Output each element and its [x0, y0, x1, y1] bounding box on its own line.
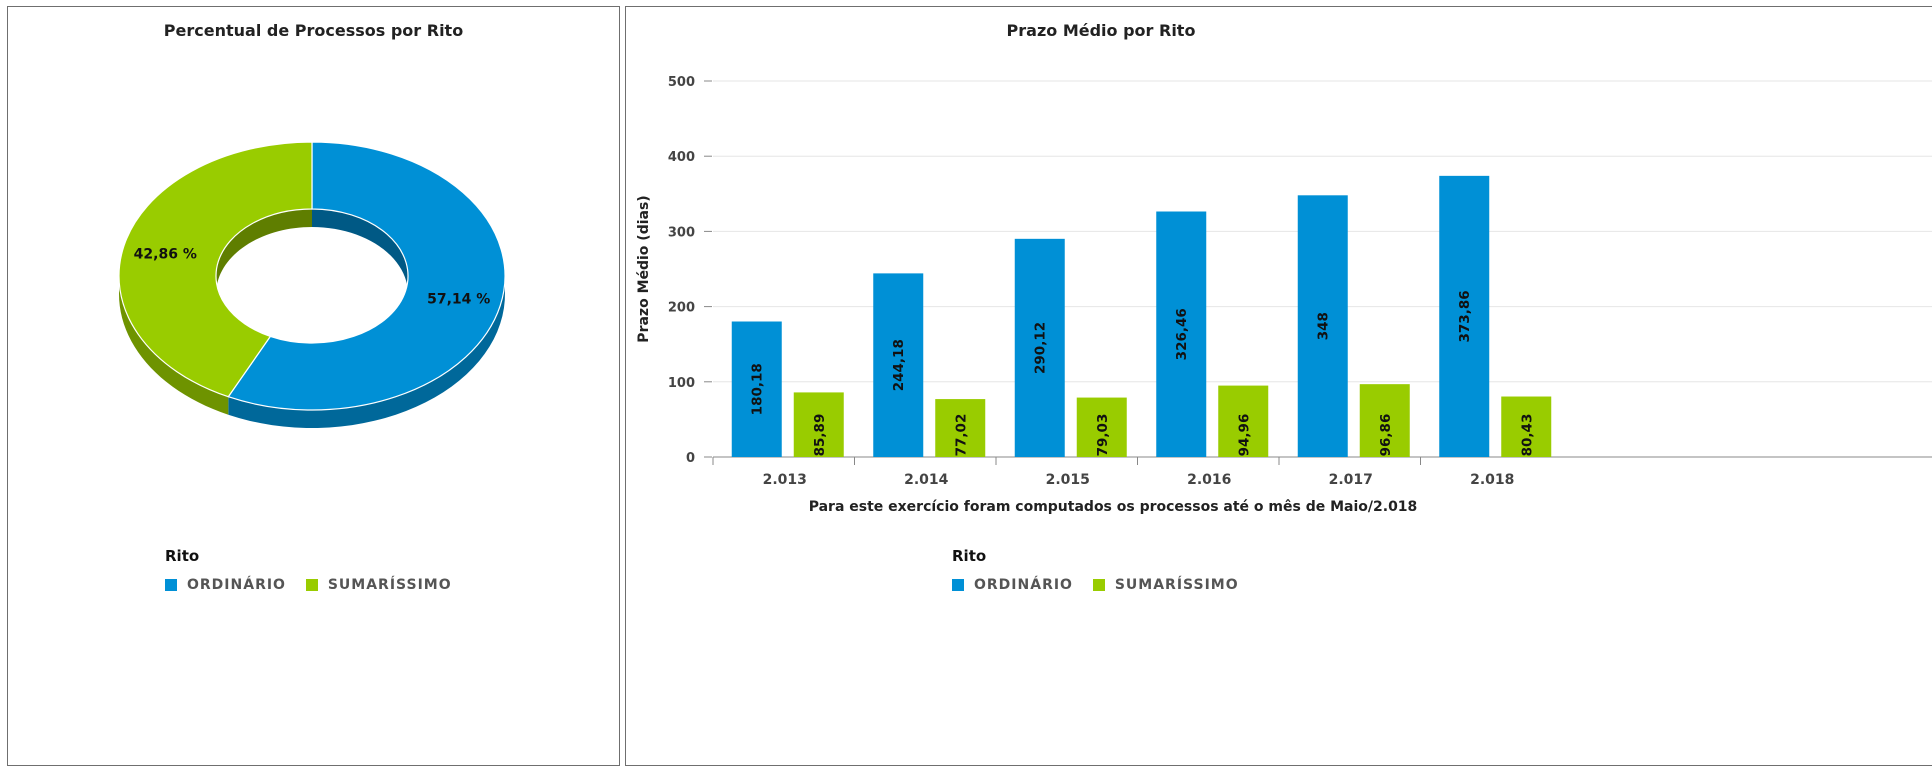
- pie-slice-inner-wall-0: [312, 209, 408, 298]
- bar-label-0-4: 348: [1316, 312, 1332, 340]
- legend-item-sumarissimo[interactable]: SUMARÍSSIMO: [1092, 577, 1239, 593]
- bar-0-2: [1014, 238, 1065, 457]
- pie-slice-wall-0: [228, 273, 505, 428]
- bar-label-1-0: 85,89: [812, 414, 828, 457]
- x-tick-label-3: 2.016: [1187, 472, 1231, 488]
- bar-label-0-5: 373,86: [1457, 290, 1473, 342]
- bar-1-1: [935, 399, 986, 457]
- legend-item-sumarissimo[interactable]: SUMARÍSSIMO: [305, 577, 452, 593]
- pie-slice-wall-1: [119, 270, 229, 415]
- pie-legend: Rito ORDINÁRIO SUMARÍSSIMO: [165, 547, 466, 595]
- legend-title: Rito: [952, 547, 987, 565]
- y-tick-label-1: 100: [668, 376, 695, 391]
- legend-item-ordinario[interactable]: ORDINÁRIO: [165, 577, 286, 593]
- bar-1-4: [1359, 384, 1410, 457]
- pie-slice-0: [227, 141, 506, 411]
- pie-slice-inner-wall-1: [216, 209, 312, 298]
- bar-chart-title: Prazo Médio por Rito: [1006, 21, 1196, 40]
- bar-0-3: [1156, 211, 1207, 457]
- legend-swatch-ordinario: [165, 579, 177, 591]
- legend-label-sumarissimo: SUMARÍSSIMO: [327, 577, 452, 593]
- y-tick-label-2: 200: [668, 301, 695, 316]
- x-tick-label-1: 2.014: [904, 472, 949, 488]
- y-axis-title: Prazo Médio (dias): [636, 195, 652, 342]
- legend-label-ordinario: ORDINÁRIO: [187, 577, 286, 593]
- legend-label-sumarissimo: SUMARÍSSIMO: [1114, 577, 1239, 593]
- bar-label-1-5: 80,43: [1519, 414, 1535, 457]
- legend-swatch-sumarissimo: [1092, 579, 1105, 591]
- pie-chart-panel: Percentual de Processos por Rito 57,14 %…: [7, 6, 620, 766]
- bar-label-0-2: 290,12: [1033, 322, 1049, 374]
- bar-0-1: [873, 273, 924, 457]
- pie-slice-side-0: [228, 273, 505, 428]
- bar-label-1-1: 77,02: [953, 414, 969, 457]
- legend-title: Rito: [165, 547, 200, 565]
- legend-swatch-ordinario: [952, 579, 964, 591]
- pie-chart: 57,14 % 42,86 %: [118, 141, 506, 428]
- pie-slice-side-1: [119, 270, 229, 415]
- pie-chart-title: Percentual de Processos por Rito: [163, 21, 464, 40]
- bar-1-3: [1218, 385, 1269, 457]
- x-tick-label-0: 2.013: [763, 472, 807, 488]
- bar-chart-panel: Prazo Médio por Rito 0 100 200 300 400 500 Pra…: [625, 6, 1932, 766]
- x-tick-label-2: 2.015: [1046, 472, 1090, 488]
- y-tick-label-3: 300: [668, 225, 695, 240]
- x-axis-title: Para este exercício foram computados os …: [809, 499, 1418, 515]
- bar-1-2: [1076, 397, 1127, 457]
- y-tick-label-0: 0: [686, 451, 695, 466]
- legend-item-ordinario[interactable]: ORDINÁRIO: [952, 577, 1073, 593]
- y-tick-label-4: 400: [668, 150, 695, 165]
- bar-label-0-3: 326,46: [1174, 308, 1190, 360]
- bar-0-4: [1297, 195, 1348, 457]
- y-tick-label-5: 500: [668, 75, 695, 90]
- x-tick-label-5: 2.018: [1470, 472, 1514, 488]
- bar-0-5: [1439, 175, 1490, 457]
- legend-label-ordinario: ORDINÁRIO: [974, 577, 1073, 593]
- bar-chart: 0 100 200 300 400 500 Prazo Médio (dias) Para e…: [636, 75, 1932, 515]
- bar-legend: Rito ORDINÁRIO SUMARÍSSIMO: [952, 547, 1253, 595]
- pie-value-label-1: 42,86 %: [134, 247, 197, 263]
- x-tick-label-4: 2.017: [1329, 472, 1373, 488]
- bar-0-0: [731, 321, 782, 457]
- bar-label-0-0: 180,18: [750, 363, 766, 415]
- bar-label-1-3: 94,96: [1236, 414, 1252, 457]
- pie-value-label-0: 57,14 %: [427, 291, 490, 307]
- pie-slice-1: [118, 141, 313, 398]
- bar-label-1-2: 79,03: [1095, 414, 1111, 457]
- bar-1-5: [1501, 396, 1552, 457]
- bar-label-0-1: 244,18: [891, 339, 907, 391]
- bar-1-0: [793, 392, 844, 457]
- legend-swatch-sumarissimo: [305, 579, 318, 591]
- bar-label-1-4: 96,86: [1378, 414, 1394, 457]
